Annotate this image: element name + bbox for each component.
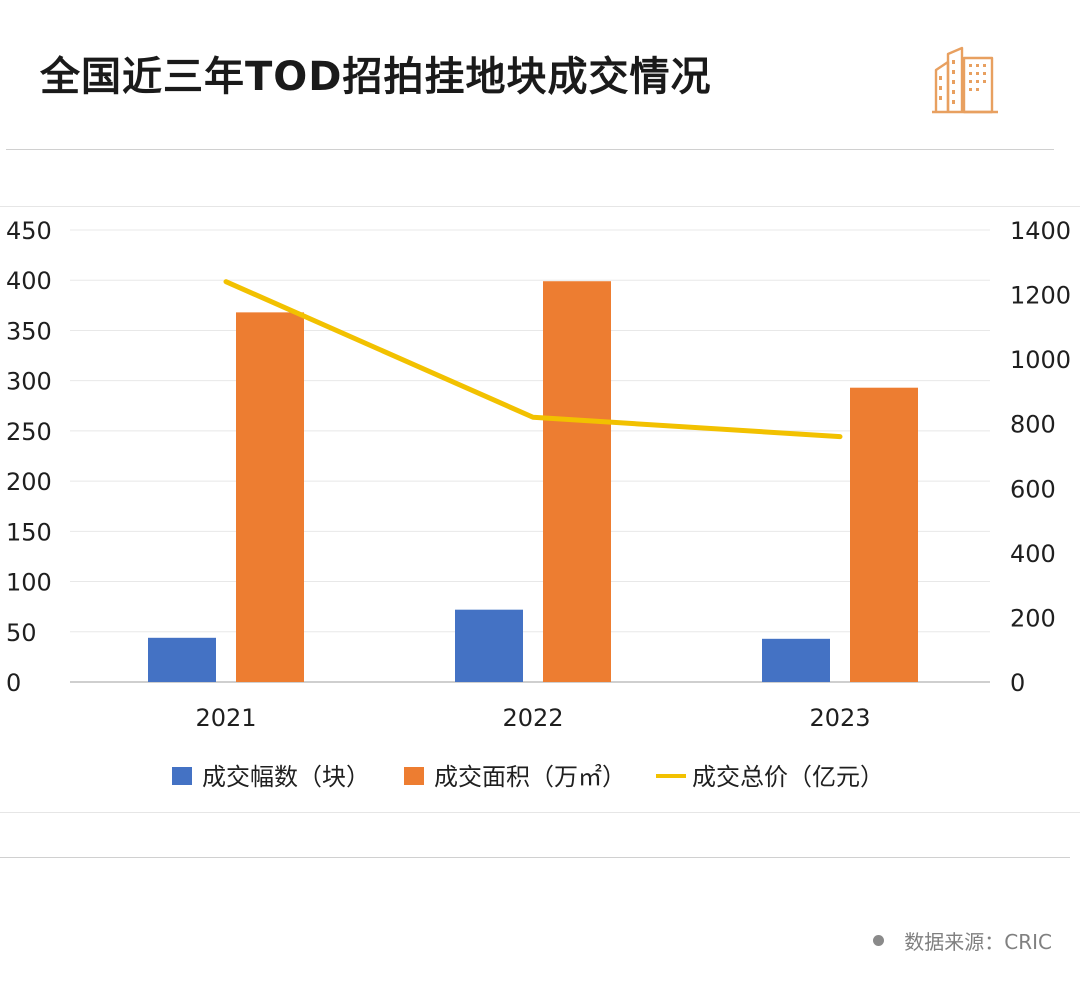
bar-plot-count — [455, 609, 523, 682]
category-labels: 2021 2022 2023 — [195, 704, 870, 732]
right-tick-label: 200 — [1010, 604, 1056, 632]
right-tick-label: 1000 — [1010, 346, 1071, 374]
bullet-dot — [873, 935, 885, 946]
right-tick-label: 1400 — [1010, 217, 1071, 245]
left-tick-label: 150 — [6, 518, 52, 546]
bar-plot-count — [762, 638, 830, 682]
legend-label: 成交面积（万㎡） — [434, 763, 626, 791]
left-tick-label: 250 — [6, 418, 52, 446]
left-tick-label: 350 — [6, 317, 52, 345]
right-tick-label: 800 — [1010, 411, 1056, 439]
left-tick-label: 300 — [6, 368, 52, 396]
buildings-icon — [932, 46, 998, 114]
category-label: 2022 — [502, 704, 563, 732]
category-label: 2021 — [195, 704, 256, 732]
data-source: 数据来源：CRIC — [873, 926, 1052, 955]
chart-bottom-border — [0, 812, 1080, 813]
chart-top-border — [0, 206, 1080, 207]
left-tick-label: 200 — [6, 468, 52, 496]
legend-swatch — [172, 767, 192, 785]
grid-lines — [70, 229, 990, 683]
bar-area — [850, 387, 918, 682]
right-tick-label: 600 — [1010, 475, 1056, 503]
category-label: 2023 — [809, 704, 870, 732]
left-axis-ticks: 0 50 100 150 200 250 300 350 400 450 — [6, 217, 52, 697]
right-tick-label: 1200 — [1010, 282, 1071, 310]
bar-area — [236, 312, 304, 682]
left-tick-label: 400 — [6, 267, 52, 295]
page-title: 全国近三年TOD招拍挂地块成交情况 — [40, 54, 712, 100]
right-tick-label: 400 — [1010, 540, 1056, 568]
legend-label: 成交总价（亿元） — [692, 763, 884, 791]
left-tick-label: 0 — [6, 669, 21, 697]
bar-plot-count — [148, 637, 216, 682]
footer-divider — [0, 857, 1070, 858]
bar-area — [543, 281, 611, 682]
bars — [148, 281, 918, 682]
right-axis-ticks: 0 200 400 600 800 1000 1200 1400 — [1010, 217, 1071, 697]
legend: 成交幅数（块） 成交面积（万㎡） 成交总价（亿元） — [172, 763, 884, 791]
line-total-price — [223, 279, 843, 440]
legend-label: 成交幅数（块） — [202, 763, 370, 791]
total-price-line — [223, 279, 843, 440]
left-tick-label: 450 — [6, 217, 52, 245]
left-tick-label: 50 — [6, 619, 37, 647]
header-divider — [6, 149, 1054, 150]
right-tick-label: 0 — [1010, 669, 1025, 697]
legend-swatch — [404, 767, 424, 785]
left-tick-label: 100 — [6, 569, 52, 597]
data-source-text: 数据来源：CRIC — [904, 930, 1052, 954]
